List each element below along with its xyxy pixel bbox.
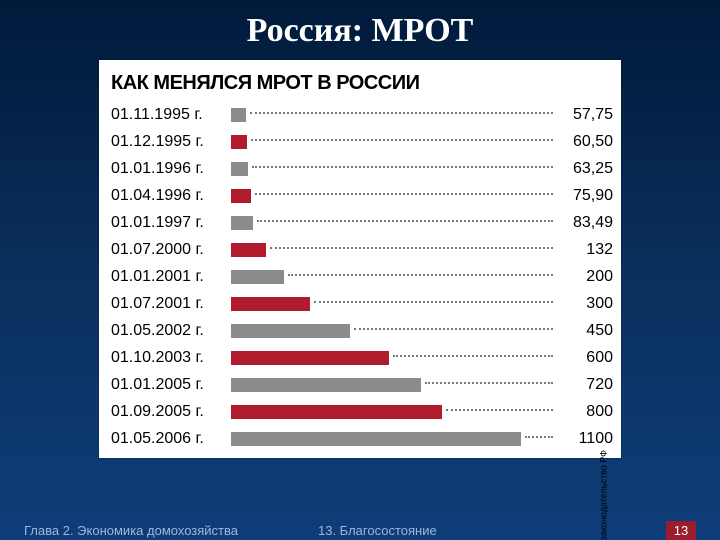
chart-row: 01.01.1996 г.63,25 xyxy=(111,155,615,182)
chart-row: 01.09.2005 г.800 xyxy=(111,398,615,425)
chart-row: 01.01.1997 г.83,49 xyxy=(111,209,615,236)
chart-row: 01.10.2003 г.600 xyxy=(111,344,615,371)
bar xyxy=(231,405,442,419)
bar xyxy=(231,243,266,257)
bar-area: 132 xyxy=(231,236,615,263)
row-date: 01.01.2001 г. xyxy=(111,268,231,286)
row-date: 01.07.2000 г. xyxy=(111,241,231,259)
bar-area: 60,50 xyxy=(231,128,615,155)
bar xyxy=(231,135,247,149)
bar xyxy=(231,108,246,122)
leader-dots xyxy=(314,301,553,303)
row-date: 01.10.2003 г. xyxy=(111,349,231,367)
chart-row: 01.07.2001 г.300 xyxy=(111,290,615,317)
leader-dots xyxy=(270,247,553,249)
footer-section: 13. Благосостояние xyxy=(238,523,666,538)
leader-dots xyxy=(446,409,553,411)
row-date: 01.01.1996 г. xyxy=(111,160,231,178)
chart-rows: 01.11.1995 г. 57,75 01.12.1995 г. 60,50 01.0… xyxy=(99,101,621,458)
row-date: 01.05.2002 г. xyxy=(111,322,231,340)
bar-area: 300 xyxy=(231,290,615,317)
leader-dots xyxy=(257,220,553,222)
row-date: 01.01.2005 г. xyxy=(111,376,231,394)
leader-dots xyxy=(251,139,553,141)
leader-dots xyxy=(288,274,553,276)
chart-row: 01.11.1995 г. 57,75 xyxy=(111,101,615,128)
row-date: 01.05.2006 г. xyxy=(111,430,231,448)
bar-area: 83,49 xyxy=(231,209,615,236)
leader-dots xyxy=(252,166,553,168)
leader-dots xyxy=(255,193,553,195)
chart-row: 01.07.2000 г.132 xyxy=(111,236,615,263)
footer-chapter: Глава 2. Экономика домохозяйства xyxy=(0,523,238,538)
chart-row: 01.01.2001 г.200 xyxy=(111,263,615,290)
bar-area: 63,25 xyxy=(231,155,615,182)
row-date: 01.07.2001 г. xyxy=(111,295,231,313)
chart-row: 01.05.2006 г.1100 xyxy=(111,425,615,452)
footer: Глава 2. Экономика домохозяйства 13. Бла… xyxy=(0,521,720,540)
bar xyxy=(231,378,421,392)
bar xyxy=(231,216,253,230)
bar xyxy=(231,432,521,446)
leader-dots xyxy=(393,355,553,357)
chart-row: 01.01.2005 г.720 xyxy=(111,371,615,398)
bar-area: 1100 xyxy=(231,425,615,452)
bar xyxy=(231,189,251,203)
bar-area: 200 xyxy=(231,263,615,290)
row-date: 01.11.1995 г. xyxy=(111,106,231,124)
row-date: 01.04.1996 г. xyxy=(111,187,231,205)
bar xyxy=(231,297,310,311)
chart-row: 01.04.1996 г.75,90 xyxy=(111,182,615,209)
bar-area: 720 xyxy=(231,371,615,398)
chart-row: 01.05.2002 г.450 xyxy=(111,317,615,344)
bar-area: 450 xyxy=(231,317,615,344)
chart-title: КАК МЕНЯЛСЯ МРОТ В РОССИИ xyxy=(99,60,621,101)
source-column: Источник: законодательство РФ xyxy=(601,150,619,450)
leader-dots xyxy=(250,112,553,114)
chart-row: 01.12.1995 г. 60,50 xyxy=(111,128,615,155)
chart-panel: КАК МЕНЯЛСЯ МРОТ В РОССИИ 01.11.1995 г. 5… xyxy=(99,60,621,458)
bar-area: 57,75 xyxy=(231,101,615,128)
bar xyxy=(231,351,389,365)
leader-dots xyxy=(354,328,553,330)
bar xyxy=(231,324,350,338)
bar xyxy=(231,270,284,284)
row-date: 01.09.2005 г. xyxy=(111,403,231,421)
row-value: 60,50 xyxy=(557,133,615,151)
row-date: 01.01.1997 г. xyxy=(111,214,231,232)
row-value: 57,75 xyxy=(557,106,615,124)
leader-dots xyxy=(525,436,553,438)
leader-dots xyxy=(425,382,553,384)
bar-area: 600 xyxy=(231,344,615,371)
slide-title: Россия: МРОТ xyxy=(0,12,720,50)
footer-page-number: 13 xyxy=(666,521,696,540)
bar-area: 800 xyxy=(231,398,615,425)
bar xyxy=(231,162,248,176)
row-date: 01.12.1995 г. xyxy=(111,133,231,151)
bar-area: 75,90 xyxy=(231,182,615,209)
